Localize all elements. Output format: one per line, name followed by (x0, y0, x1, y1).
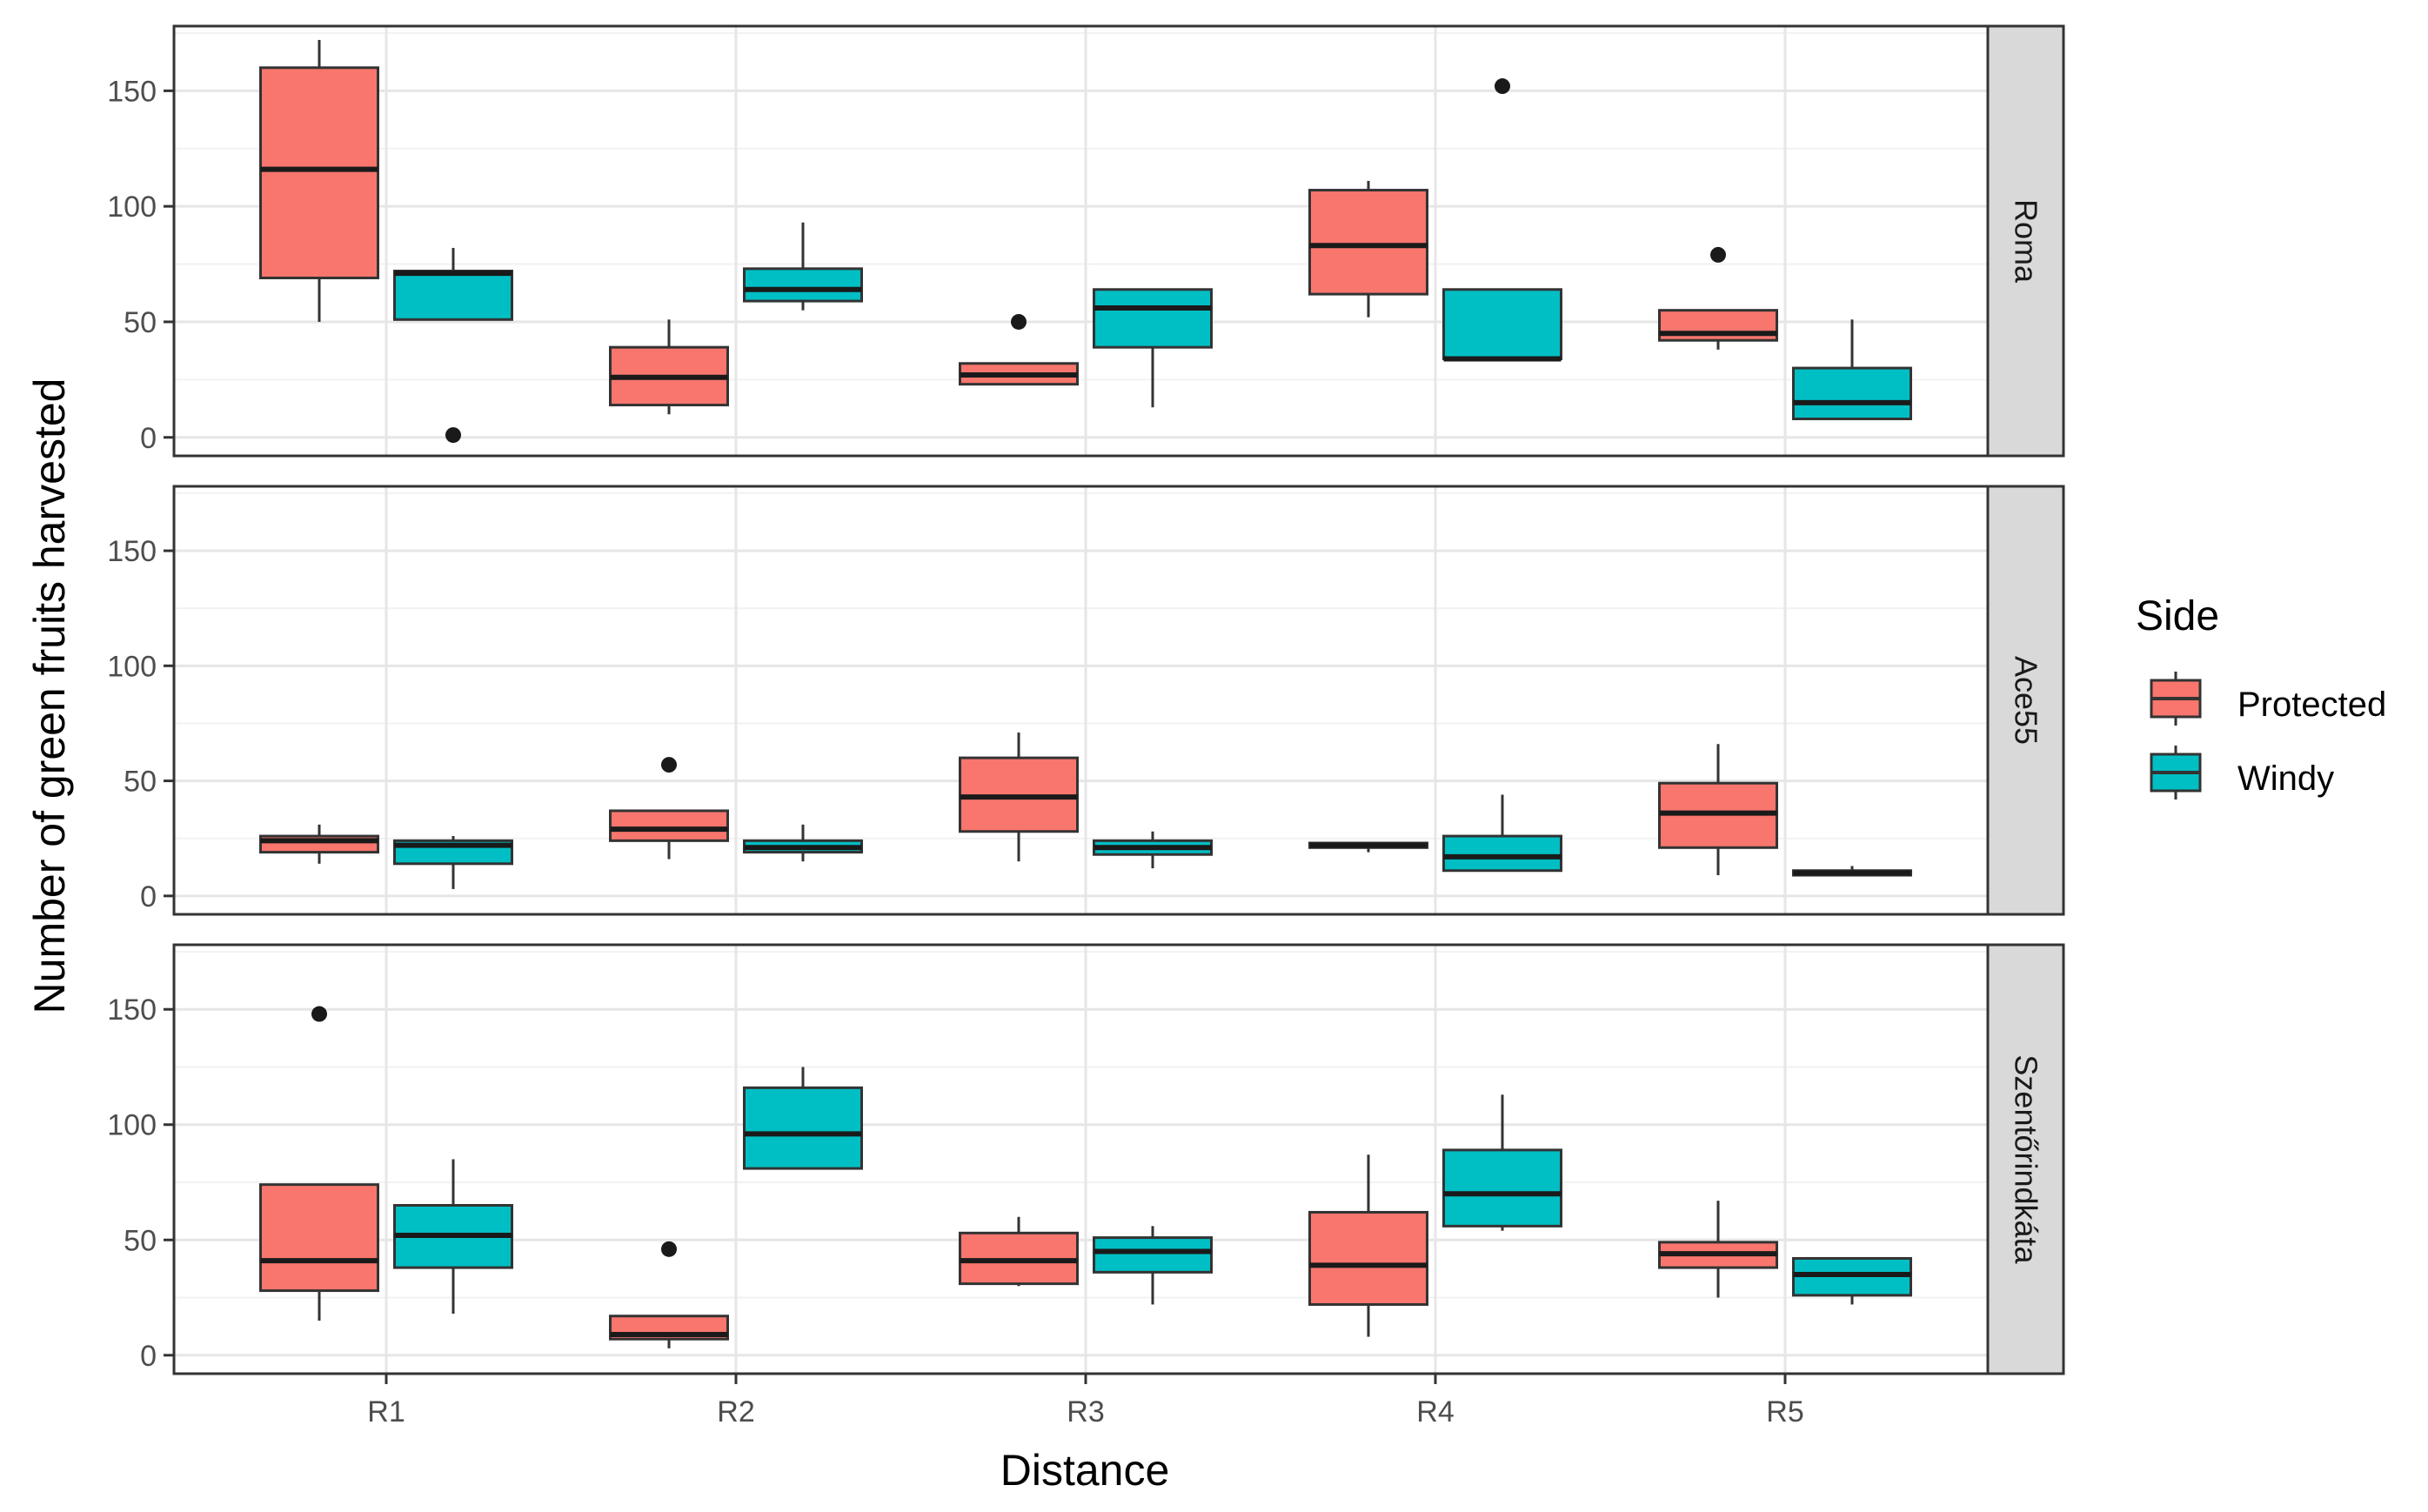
box-windy-r2 (743, 222, 863, 311)
panel-background (174, 26, 1988, 456)
box-protected-r1 (259, 1006, 379, 1321)
box-iqr (393, 270, 513, 321)
box-protected-r1 (259, 39, 379, 322)
panels-layer: 0 50 100 150 Roma 0 50 100 150 Ace55 0 50 100 150 Szen… (107, 24, 2065, 1428)
y-tick-label: 100 (107, 191, 157, 224)
box-windy-r1 (393, 1159, 513, 1315)
legend-title: Side (2136, 593, 2219, 639)
box-iqr (743, 1086, 863, 1170)
outlier-point (1011, 313, 1027, 330)
box-iqr (609, 809, 729, 842)
box-windy-r3 (1093, 831, 1213, 869)
y-tick-label: 100 (107, 650, 157, 683)
y-tick-label: 0 (140, 1340, 157, 1373)
legend-item-protected: Protected (2150, 672, 2386, 726)
outlier-point (445, 427, 461, 444)
x-axis-title: Distance (1000, 1446, 1170, 1495)
box-iqr (1442, 288, 1562, 360)
x-tick-label-r3: R3 (1067, 1395, 1104, 1428)
box-iqr (259, 1183, 379, 1293)
legend-item-windy: Windy (2150, 746, 2334, 799)
box-iqr (1792, 366, 1912, 421)
y-tick-label: 150 (107, 75, 157, 108)
x-tick-label-r2: R2 (717, 1395, 754, 1428)
box-windy-r3 (1093, 288, 1213, 408)
box-protected-r2 (609, 319, 729, 415)
box-iqr (743, 267, 863, 303)
panel-ace55-1: 0 50 100 150 Ace55 (107, 485, 2065, 916)
box-protected-r3 (959, 1216, 1079, 1287)
box-windy-r5 (1792, 866, 1912, 877)
x-tick-label-r4: R4 (1416, 1395, 1454, 1428)
box-protected-r4 (1308, 841, 1428, 853)
facet-strip (1986, 943, 2065, 1375)
box-protected-r5 (1658, 744, 1778, 876)
box-iqr (1442, 834, 1562, 873)
outlier-point (661, 1241, 677, 1257)
box-windy-r1 (393, 247, 513, 444)
x-tick-label-r5: R5 (1766, 1395, 1803, 1428)
box-windy-r4 (1442, 1094, 1562, 1231)
facet-strip (1986, 24, 2065, 458)
box-iqr (1442, 1148, 1562, 1228)
x-tick-label-r1: R1 (367, 1395, 405, 1428)
box-windy-r4 (1442, 78, 1562, 362)
box-protected-r5 (1658, 1201, 1778, 1298)
box-protected-r3 (959, 733, 1079, 862)
box-iqr (1308, 189, 1428, 296)
box-windy-r5 (1792, 319, 1912, 421)
y-tick-label: 50 (124, 1224, 157, 1257)
box-windy-r3 (1093, 1226, 1213, 1305)
panel-roma-0: 0 50 100 150 Roma (107, 24, 2065, 458)
box-iqr (259, 66, 379, 279)
facet-strip-label: Roma (2009, 199, 2044, 284)
box-windy-r1 (393, 836, 513, 889)
box-protected-r4 (1308, 180, 1428, 318)
box-windy-r4 (1442, 794, 1562, 873)
y-axis-title: Number of green fruits harvested (25, 378, 74, 1014)
y-tick-label: 150 (107, 535, 157, 568)
panel-background (174, 945, 1988, 1374)
box-iqr (1093, 288, 1213, 349)
outlier-point (661, 757, 677, 773)
y-tick-label: 50 (124, 306, 157, 339)
box-iqr (1308, 1210, 1428, 1306)
panel-szent-rindk-ta-2: 0 50 100 150 Szentőrindkáta (107, 943, 2065, 1375)
outlier-point (311, 1006, 327, 1022)
legend-label-protected: Protected (2237, 686, 2386, 724)
facet-strip-label: Szentőrindkáta (2009, 1054, 2044, 1264)
outlier-point (1710, 246, 1726, 263)
y-tick-label: 150 (107, 994, 157, 1027)
box-protected-r2 (609, 757, 729, 860)
y-tick-label: 0 (140, 880, 157, 913)
box-windy-r2 (743, 824, 863, 862)
box-windy-r5 (1792, 1256, 1912, 1305)
y-tick-label: 100 (107, 1109, 157, 1142)
box-protected-r2 (609, 1241, 729, 1348)
legend: Side Protected Windy (2136, 593, 2386, 799)
box-protected-r5 (1658, 246, 1778, 350)
y-tick-label: 50 (124, 766, 157, 799)
y-tick-label: 0 (140, 422, 157, 455)
facet-strip (1986, 485, 2065, 916)
box-iqr (1093, 1236, 1213, 1274)
box-protected-r4 (1308, 1154, 1428, 1337)
box-protected-r3 (959, 313, 1079, 386)
outlier-point (1495, 78, 1510, 95)
box-windy-r2 (743, 1067, 863, 1170)
facet-strip-label: Ace55 (2009, 656, 2044, 745)
box-protected-r1 (259, 824, 379, 864)
legend-label-windy: Windy (2237, 759, 2334, 798)
